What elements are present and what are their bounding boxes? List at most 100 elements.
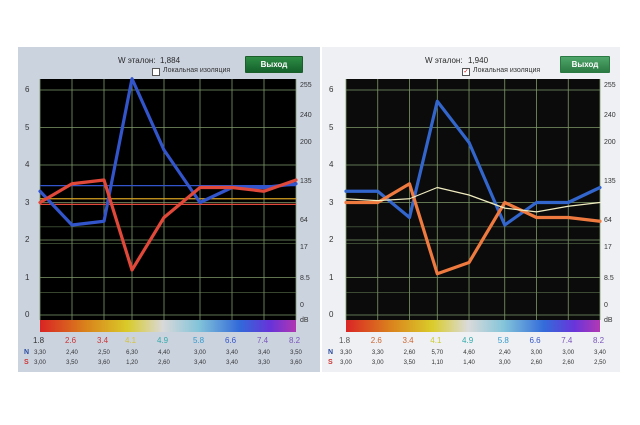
right-title-value: 1,940 — [468, 56, 489, 65]
left-chart — [38, 77, 298, 332]
right-scale-label: 240 — [300, 112, 312, 120]
left-exit-button[interactable]: Выход — [245, 56, 303, 73]
row-s-cell: 2,50 — [594, 360, 606, 366]
row-s-cell: 3,60 — [98, 360, 110, 366]
x-tick-label: 4.9 — [462, 336, 474, 345]
x-tick-label: 1.8 — [33, 336, 45, 345]
row-s-cell: 3,40 — [226, 360, 238, 366]
plot-area — [40, 79, 296, 332]
y-tick-label: 0 — [329, 310, 334, 319]
x-tick-label: 2.6 — [370, 336, 382, 345]
right-scale-label: 200 — [604, 138, 616, 146]
y-tick-label: 3 — [25, 197, 30, 207]
row-s-cell: 3,00 — [340, 360, 352, 366]
row-s-label: S — [328, 359, 333, 366]
x-tick-label: 1.8 — [339, 336, 351, 345]
right-window: W эталон: 1,940 ✓ Локальная изоляция Вых… — [322, 47, 620, 372]
row-n-cell: 2,60 — [403, 350, 416, 356]
row-n-cell: 4,40 — [158, 350, 170, 356]
left-title-value: 1,884 — [160, 56, 181, 65]
row-n-label: N — [328, 349, 334, 356]
row-s-cell: 3,50 — [403, 360, 416, 366]
right-local-checkbox[interactable]: ✓ — [462, 68, 470, 76]
right-scale-label: 17 — [604, 243, 612, 251]
y-tick-label: 4 — [25, 160, 30, 169]
x-tick-label: 7.4 — [561, 336, 573, 345]
right-scale-label: 64 — [300, 217, 308, 225]
y-tick-label: 3 — [329, 197, 334, 207]
row-n-cell: 3,40 — [226, 350, 238, 356]
x-tick-label: 8.2 — [289, 336, 301, 345]
row-n-cell: 2,50 — [98, 350, 110, 356]
x-tick-label: 3.4 — [97, 336, 109, 345]
y-tick-label: 6 — [329, 85, 334, 94]
row-n-cell: 3,50 — [290, 350, 302, 356]
row-s-label: S — [24, 359, 29, 366]
x-tick-label: 4.9 — [157, 336, 169, 345]
right-scale-label: dB — [300, 316, 309, 324]
row-n-cell: 3,40 — [594, 350, 606, 356]
x-tick-label: 2.6 — [65, 336, 77, 345]
right-scale-label: 8.5 — [300, 275, 310, 283]
row-n-label: N — [24, 349, 30, 356]
row-n-cell: 2,40 — [66, 350, 78, 356]
row-s-cell: 2,60 — [562, 360, 575, 366]
row-s-cell: 2,60 — [158, 360, 170, 366]
spectrum-bar — [346, 320, 600, 332]
y-tick-label: 1 — [25, 272, 30, 282]
row-n-cell: 3,30 — [371, 350, 384, 356]
row-s-cell: 3,00 — [498, 360, 511, 366]
y-tick-label: 4 — [329, 160, 334, 169]
row-s-cell: 3,00 — [371, 360, 384, 366]
y-tick-label: 1 — [329, 272, 334, 282]
row-s-cell: 1,10 — [431, 360, 444, 366]
row-s-cell: 3,40 — [194, 360, 206, 366]
y-tick-label: 5 — [329, 122, 334, 132]
right-scale-label: 17 — [300, 243, 308, 251]
right-exit-button[interactable]: Выход — [560, 56, 610, 73]
right-local-label: Локальная изоляция — [473, 67, 541, 74]
right-scale-label: 255 — [604, 82, 616, 90]
left-local-checkbox[interactable] — [152, 68, 160, 76]
right-scale-label: 0 — [604, 301, 608, 309]
right-chart — [344, 79, 602, 332]
right-title-label: W эталон: — [425, 56, 463, 65]
row-s-cell: 2,60 — [530, 360, 543, 366]
right-header: W эталон: 1,940 ✓ Локальная изоляция Вых… — [322, 47, 620, 77]
row-n-cell: 5,70 — [431, 350, 444, 356]
x-tick-label: 6.6 — [225, 336, 237, 345]
y-tick-label: 2 — [25, 235, 30, 244]
y-tick-label: 2 — [329, 235, 334, 244]
row-s-cell: 3,00 — [34, 360, 46, 366]
row-n-cell: 4,60 — [463, 350, 475, 356]
x-tick-label: 6.6 — [529, 336, 541, 345]
x-tick-label: 3.4 — [402, 336, 414, 345]
row-s-cell: 1,20 — [126, 360, 138, 366]
row-n-cell: 6,30 — [126, 350, 138, 356]
plot-area — [346, 79, 600, 332]
row-n-cell: 3,30 — [34, 350, 46, 356]
x-tick-label: 4.1 — [125, 336, 137, 345]
right-scale-label: dB — [604, 316, 613, 324]
left-title-label: W эталон: — [118, 56, 156, 65]
row-s-cell: 3,50 — [66, 360, 78, 366]
right-scale-label: 0 — [300, 301, 304, 309]
right-scale-label: 8.5 — [604, 275, 614, 283]
x-tick-label: 7.4 — [257, 336, 269, 345]
right-scale-label: 64 — [604, 217, 612, 225]
x-tick-label: 5.8 — [497, 336, 509, 345]
row-s-cell: 3,30 — [258, 360, 270, 366]
left-window: W эталон: 1,884 Локальная изоляция Выход… — [18, 47, 320, 372]
row-n-cell: 2,40 — [498, 350, 511, 356]
y-tick-label: 6 — [25, 85, 30, 94]
row-s-cell: 1,40 — [463, 360, 475, 366]
right-scale-label: 240 — [604, 112, 616, 120]
row-n-cell: 3,00 — [530, 350, 543, 356]
x-tick-label: 4.1 — [430, 336, 442, 345]
row-n-cell: 3,00 — [562, 350, 575, 356]
right-scale-label: 200 — [300, 138, 312, 146]
x-tick-label: 8.2 — [593, 336, 605, 345]
row-n-cell: 3,30 — [340, 350, 352, 356]
spectrum-bar — [40, 320, 296, 332]
right-scale-label: 135 — [604, 177, 616, 185]
